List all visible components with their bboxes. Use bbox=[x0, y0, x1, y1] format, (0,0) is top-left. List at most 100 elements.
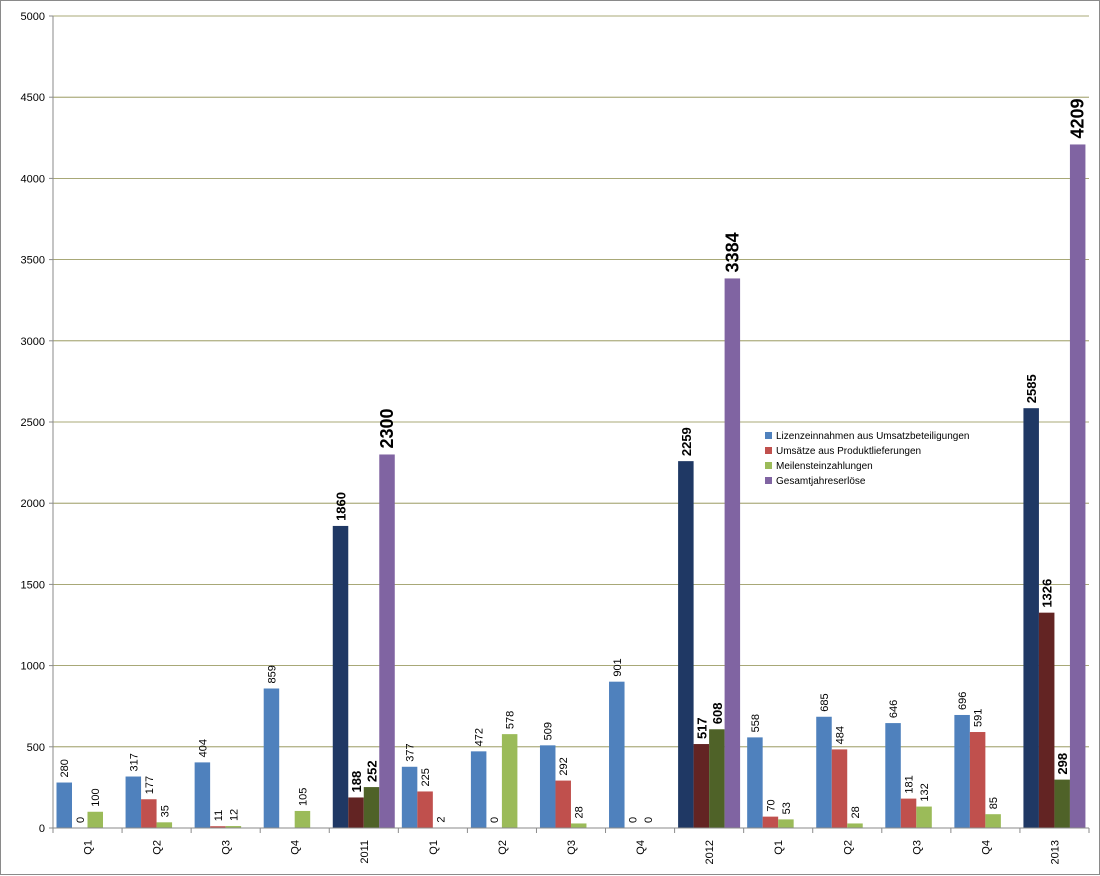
y-tick-label: 1000 bbox=[21, 661, 45, 673]
bar-quarter-1 bbox=[832, 749, 848, 828]
y-tick-label: 4500 bbox=[21, 92, 45, 104]
data-label: 280 bbox=[59, 759, 71, 777]
data-label: 0 bbox=[489, 817, 501, 823]
bar-quarter-0 bbox=[402, 767, 418, 828]
y-tick-label: 5000 bbox=[21, 11, 45, 23]
y-tick-label: 500 bbox=[27, 742, 45, 754]
data-label: 298 bbox=[1055, 753, 1070, 775]
bar-annual-0 bbox=[1023, 408, 1039, 828]
bar-quarter-0 bbox=[126, 777, 142, 828]
data-label: 2300 bbox=[377, 408, 397, 448]
bar-quarter-2 bbox=[571, 823, 587, 828]
data-label: 53 bbox=[781, 802, 793, 814]
data-label: 901 bbox=[612, 658, 624, 676]
data-label: 484 bbox=[834, 726, 846, 744]
bar-quarter-0 bbox=[57, 783, 73, 828]
x-tick-label: Q3 bbox=[221, 840, 233, 855]
x-tick-label: Q1 bbox=[773, 840, 785, 855]
data-label: 28 bbox=[850, 806, 862, 818]
data-label: 35 bbox=[159, 805, 171, 817]
bar-annual-3 bbox=[725, 278, 741, 828]
bar-quarter-0 bbox=[885, 723, 901, 828]
legend-swatch bbox=[765, 477, 772, 484]
data-label: 188 bbox=[349, 771, 364, 793]
legend-entry: Meilensteinzahlungen bbox=[776, 461, 873, 472]
x-tick-label: Q2 bbox=[497, 840, 509, 855]
bars bbox=[57, 144, 1086, 828]
data-label: 181 bbox=[904, 775, 916, 793]
data-label: 696 bbox=[957, 692, 969, 710]
data-label: 1860 bbox=[334, 492, 349, 521]
legend-entry: Gesamtjahreserlöse bbox=[776, 476, 866, 487]
data-label: 4209 bbox=[1068, 98, 1088, 138]
data-label: 317 bbox=[128, 753, 140, 771]
data-label: 0 bbox=[627, 817, 639, 823]
data-label: 859 bbox=[266, 665, 278, 683]
x-tick-label: 2013 bbox=[1049, 840, 1061, 864]
bar-quarter-2 bbox=[502, 734, 518, 828]
bar-quarter-2 bbox=[985, 814, 1001, 828]
data-label: 578 bbox=[505, 711, 517, 729]
x-tick-label: Q3 bbox=[566, 840, 578, 855]
data-label: 11 bbox=[213, 810, 225, 821]
data-label: 28 bbox=[574, 806, 586, 818]
data-label: 85 bbox=[988, 797, 1000, 809]
x-tick-label: Q4 bbox=[635, 840, 647, 855]
x-tick-label: Q4 bbox=[980, 840, 992, 855]
bar-annual-1 bbox=[1039, 613, 1055, 828]
data-label: 509 bbox=[543, 722, 555, 740]
bar-quarter-0 bbox=[609, 682, 625, 828]
bar-quarter-2 bbox=[778, 819, 794, 828]
bar-quarter-2 bbox=[847, 823, 863, 828]
bar-annual-2 bbox=[709, 729, 725, 828]
data-label: 225 bbox=[420, 768, 432, 786]
legend: Lizenzeinnahmen aus UmsatzbeteiligungenU… bbox=[765, 431, 969, 487]
bar-quarter-2 bbox=[88, 812, 104, 828]
data-label: 12 bbox=[228, 809, 240, 821]
bar-annual-2 bbox=[364, 787, 380, 828]
data-label: 685 bbox=[819, 693, 831, 711]
legend-swatch bbox=[765, 462, 772, 469]
legend-entry: Umsätze aus Produktlieferungen bbox=[776, 446, 921, 457]
y-tick-label: 3500 bbox=[21, 255, 45, 267]
data-label: 558 bbox=[750, 714, 762, 732]
data-label: 517 bbox=[694, 717, 709, 739]
data-label: 292 bbox=[558, 757, 570, 775]
bar-quarter-2 bbox=[916, 807, 932, 828]
x-tick-label: Q2 bbox=[842, 840, 854, 855]
bar-quarter-1 bbox=[763, 817, 779, 828]
bar-quarter-2 bbox=[157, 822, 173, 828]
bar-quarter-0 bbox=[195, 762, 211, 828]
data-label: 404 bbox=[197, 739, 209, 757]
data-label: 2 bbox=[436, 817, 448, 823]
data-label: 1326 bbox=[1040, 579, 1055, 608]
data-label: 70 bbox=[765, 799, 777, 811]
bar-annual-0 bbox=[333, 526, 349, 828]
bar-quarter-1 bbox=[417, 791, 433, 828]
bar-quarter-1 bbox=[970, 732, 986, 828]
bar-quarter-1 bbox=[141, 799, 157, 828]
data-label: 591 bbox=[973, 709, 985, 727]
y-tick-label: 2000 bbox=[21, 498, 45, 510]
y-tick-label: 1500 bbox=[21, 579, 45, 591]
data-label: 472 bbox=[474, 728, 486, 746]
bar-annual-3 bbox=[1070, 144, 1086, 828]
data-label: 608 bbox=[710, 703, 725, 725]
bar-quarter-0 bbox=[816, 717, 832, 828]
bar-annual-2 bbox=[1054, 780, 1070, 828]
data-label: 100 bbox=[90, 788, 102, 806]
data-label: 0 bbox=[75, 817, 87, 823]
bar-annual-3 bbox=[379, 454, 395, 828]
y-tick-label: 3000 bbox=[21, 336, 45, 348]
x-tick-label: 2012 bbox=[704, 840, 716, 864]
data-label: 252 bbox=[365, 760, 380, 782]
data-label: 0 bbox=[643, 817, 655, 823]
bar-quarter-0 bbox=[471, 751, 487, 828]
bar-quarter-2 bbox=[295, 811, 311, 828]
legend-swatch bbox=[765, 447, 772, 454]
y-tick-label: 4000 bbox=[21, 173, 45, 185]
x-tick-label: Q1 bbox=[83, 840, 95, 855]
